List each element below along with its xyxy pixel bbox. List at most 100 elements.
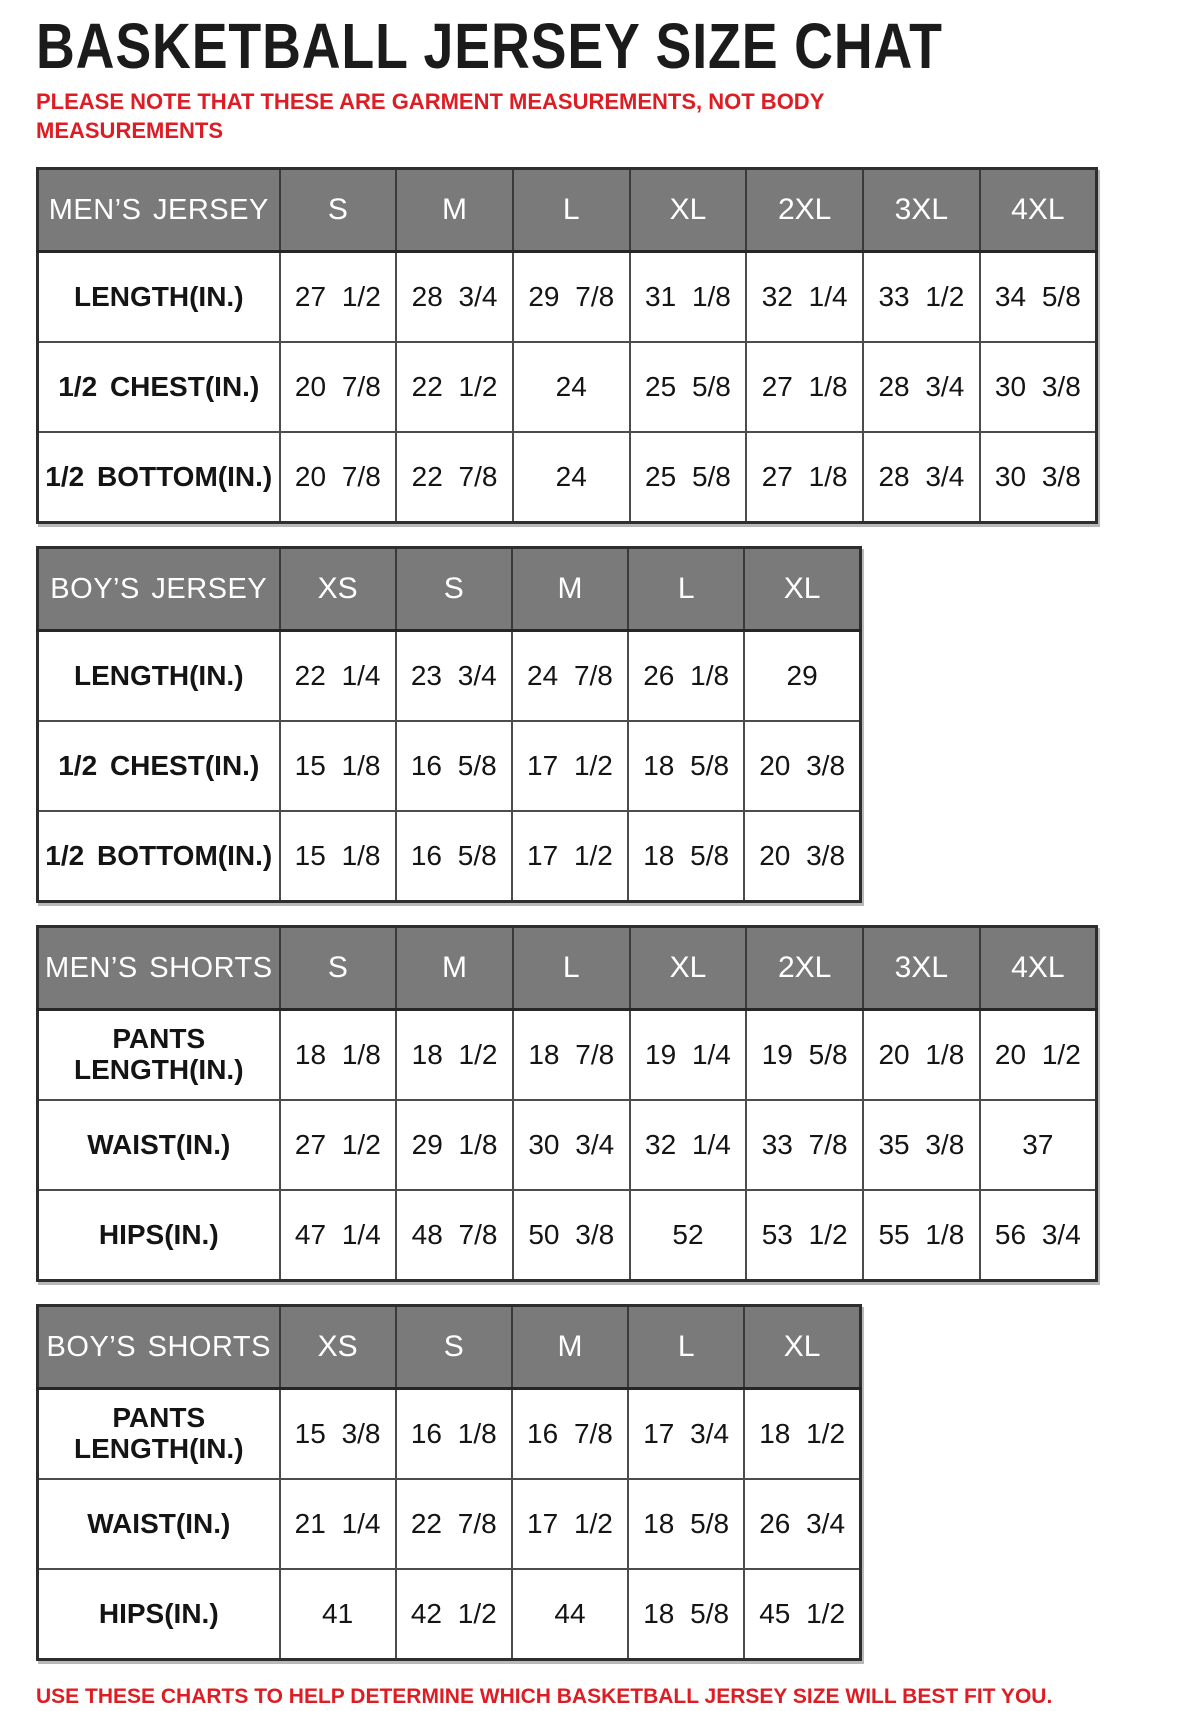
measurement-value-cell: 20 7/8 [278, 431, 398, 524]
measurement-value-cell: 37 [978, 1099, 1098, 1192]
measurement-value-cell: 35 3/8 [862, 1099, 981, 1192]
size-header-cell: XL [743, 1304, 862, 1391]
measurement-value-cell: 29 1/8 [395, 1099, 514, 1192]
size-header-row: BOY’S JERSEY XS S M L XL [36, 546, 862, 633]
measurement-value-cell: 18 5/8 [627, 720, 746, 813]
measurement-value-cell: 17 1/2 [510, 720, 630, 813]
measurement-label-cell: PANTS LENGTH(IN.) [36, 1387, 281, 1481]
size-header-cell: S [278, 925, 398, 1012]
measurement-value-cell: 23 3/4 [394, 629, 513, 723]
size-table: MEN’S SHORTS S M L XL 2XL 3XL 4XL PANTS LENGTH(I… [36, 925, 1098, 1283]
measurement-value-cell: 28 3/4 [862, 431, 981, 524]
size-header-cell: L [511, 925, 631, 1012]
size-header-cell: S [394, 546, 513, 633]
measurement-label-cell: LENGTH(IN.) [36, 629, 281, 723]
measurement-value-cell: 20 1/2 [978, 1008, 1098, 1102]
size-table: BOY’S JERSEY XS S M L XL LENGTH(IN.) 22 1/4 23 3… [36, 546, 862, 904]
mens-jersey-table: MEN’S JERSEY S M L XL 2XL 3XL 4XL LENGTH(IN.) 27 … [36, 167, 1200, 525]
page-title: BASKETBALL JERSEY SIZE CHAT [36, 10, 943, 82]
measurement-value-cell: 18 1/2 [395, 1008, 514, 1102]
table-row: HIPS(IN.) 41 42 1/2 44 18 5/8 45 1/2 [36, 1568, 862, 1661]
measurement-value-cell: 50 3/8 [511, 1189, 631, 1282]
measurement-value-cell: 26 1/8 [627, 629, 746, 723]
measurement-value-cell: 28 3/4 [862, 341, 981, 434]
size-header-cell: 4XL [978, 925, 1098, 1012]
measurement-value-cell: 53 1/2 [745, 1189, 865, 1282]
size-header-cell: M [395, 925, 514, 1012]
size-table: MEN’S JERSEY S M L XL 2XL 3XL 4XL LENGTH(IN.) 27 … [36, 167, 1098, 525]
size-header-cell: 3XL [862, 925, 981, 1012]
measurement-value-cell: 17 1/2 [510, 810, 630, 903]
measurement-value-cell: 16 5/8 [394, 720, 513, 813]
measurement-value-cell: 19 5/8 [745, 1008, 865, 1102]
measurement-value-cell: 22 1/4 [278, 629, 397, 723]
size-header-cell: XL [743, 546, 862, 633]
table-row: 1/2 BOTTOM(IN.) 15 1/8 16 5/8 17 1/2 18 5/8 2… [36, 810, 862, 903]
measurement-label-cell: PANTS LENGTH(IN.) [36, 1008, 281, 1102]
measurement-value-cell: 27 1/8 [745, 431, 865, 524]
size-header-cell: S [278, 167, 398, 254]
measurement-value-cell: 16 5/8 [394, 810, 513, 903]
measurement-value-cell: 44 [510, 1568, 630, 1661]
table-title-cell: BOY’S SHORTS [36, 1304, 281, 1391]
measurement-value-cell: 42 1/2 [394, 1568, 513, 1661]
table-row: WAIST(IN.) 21 1/4 22 7/8 17 1/2 18 5/8 26 3/4 [36, 1478, 862, 1571]
size-table: BOY’S SHORTS XS S M L XL PANTS LENGTH(IN.) 15 3… [36, 1304, 862, 1662]
table-row: PANTS LENGTH(IN.) 18 1/8 18 1/2 18 7/8 19 1/… [36, 1008, 1098, 1102]
measurement-value-cell: 18 5/8 [627, 810, 746, 903]
measurement-value-cell: 16 1/8 [394, 1387, 513, 1481]
measurement-value-cell: 18 1/8 [278, 1008, 398, 1102]
fit-advice-note: USE THESE CHARTS TO HELP DETERMINE WHICH… [36, 1685, 1053, 1709]
measurement-value-cell: 32 1/4 [628, 1099, 748, 1192]
measurement-value-cell: 29 [743, 629, 862, 723]
measurement-value-cell: 27 1/2 [278, 1099, 398, 1192]
size-header-cell: XS [278, 546, 397, 633]
table-title-cell: MEN’S JERSEY [36, 167, 281, 254]
measurement-value-cell: 20 7/8 [278, 341, 398, 434]
measurement-value-cell: 32 1/4 [745, 250, 865, 344]
measurement-value-cell: 22 1/2 [395, 341, 514, 434]
measurement-value-cell: 24 7/8 [510, 629, 630, 723]
measurement-value-cell: 26 3/4 [743, 1478, 862, 1571]
measurement-value-cell: 20 3/8 [743, 720, 862, 813]
measurement-value-cell: 30 3/8 [978, 341, 1098, 434]
table-row: LENGTH(IN.) 27 1/2 28 3/4 29 7/8 31 1/8 32 1/… [36, 250, 1098, 344]
table-row: PANTS LENGTH(IN.) 15 3/8 16 1/8 16 7/8 17 3/… [36, 1387, 862, 1481]
measurement-value-cell: 18 5/8 [627, 1568, 746, 1661]
size-header-cell: XL [628, 167, 748, 254]
measurement-value-cell: 31 1/8 [628, 250, 748, 344]
size-header-cell: M [510, 1304, 630, 1391]
measurement-value-cell: 47 1/4 [278, 1189, 398, 1282]
measurement-value-cell: 18 5/8 [627, 1478, 746, 1571]
measurement-label-cell: 1/2 CHEST(IN.) [36, 720, 281, 813]
measurement-label-cell: HIPS(IN.) [36, 1568, 281, 1661]
size-tables-section: MEN’S JERSEY S M L XL 2XL 3XL 4XL LENGTH(IN.) 27 … [36, 167, 1200, 1662]
measurement-value-cell: 22 7/8 [395, 431, 514, 524]
measurement-value-cell: 24 [511, 341, 631, 434]
measurement-value-cell: 20 1/8 [862, 1008, 981, 1102]
size-header-cell: L [627, 546, 746, 633]
size-header-cell: XL [628, 925, 748, 1012]
measurement-value-cell: 33 1/2 [862, 250, 981, 344]
size-header-cell: 4XL [978, 167, 1098, 254]
size-header-cell: 2XL [745, 925, 865, 1012]
measurement-label-cell: HIPS(IN.) [36, 1189, 281, 1282]
measurement-value-cell: 55 1/8 [862, 1189, 981, 1282]
measurement-value-cell: 17 3/4 [627, 1387, 746, 1481]
measurement-value-cell: 24 [511, 431, 631, 524]
measurement-value-cell: 25 5/8 [628, 341, 748, 434]
size-header-cell: L [627, 1304, 746, 1391]
size-header-row: MEN’S JERSEY S M L XL 2XL 3XL 4XL [36, 167, 1098, 254]
measurement-value-cell: 16 7/8 [510, 1387, 630, 1481]
measurement-value-cell: 15 1/8 [278, 720, 397, 813]
measurement-value-cell: 41 [278, 1568, 397, 1661]
measurement-value-cell: 34 5/8 [978, 250, 1098, 344]
measurement-value-cell: 28 3/4 [395, 250, 514, 344]
measurement-value-cell: 19 1/4 [628, 1008, 748, 1102]
table-row: 1/2 CHEST(IN.) 15 1/8 16 5/8 17 1/2 18 5/8 20… [36, 720, 862, 813]
size-header-cell: 3XL [862, 167, 981, 254]
size-header-cell: M [395, 167, 514, 254]
measurement-value-cell: 21 1/4 [278, 1478, 397, 1571]
size-header-cell: L [511, 167, 631, 254]
